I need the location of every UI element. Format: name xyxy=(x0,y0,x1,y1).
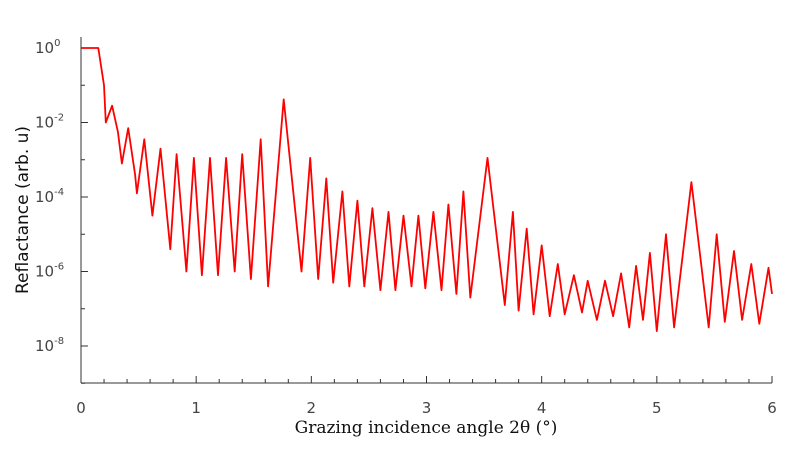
x-tick-label: 5 xyxy=(652,399,662,417)
y-tick-labels: 100 10-2 10-4 10-6 10-8 xyxy=(35,38,64,355)
x-tick-label: 6 xyxy=(767,399,777,417)
y-tick-label: 100 xyxy=(35,38,60,57)
reflectance-series-line xyxy=(81,47,773,332)
x-tick-label: 1 xyxy=(191,399,201,417)
y-axis-label: Reflactance (arb. u) xyxy=(13,126,33,294)
x-tick-label: 3 xyxy=(422,399,432,417)
y-tick-label: 10-8 xyxy=(35,336,64,355)
y-tick-label: 10-2 xyxy=(35,113,64,132)
y-tick-label: 10-6 xyxy=(35,262,64,281)
x-tick-label: 2 xyxy=(307,399,317,417)
x-tick-labels: 0 1 2 3 4 5 6 xyxy=(76,399,777,417)
x-tick-label: 0 xyxy=(76,399,86,417)
y-tick-label: 10-4 xyxy=(35,187,64,206)
axis-ticks xyxy=(80,47,773,384)
x-tick-label: 4 xyxy=(537,399,547,417)
x-axis-label: Grazing incidence angle 2θ (°) xyxy=(295,418,558,438)
